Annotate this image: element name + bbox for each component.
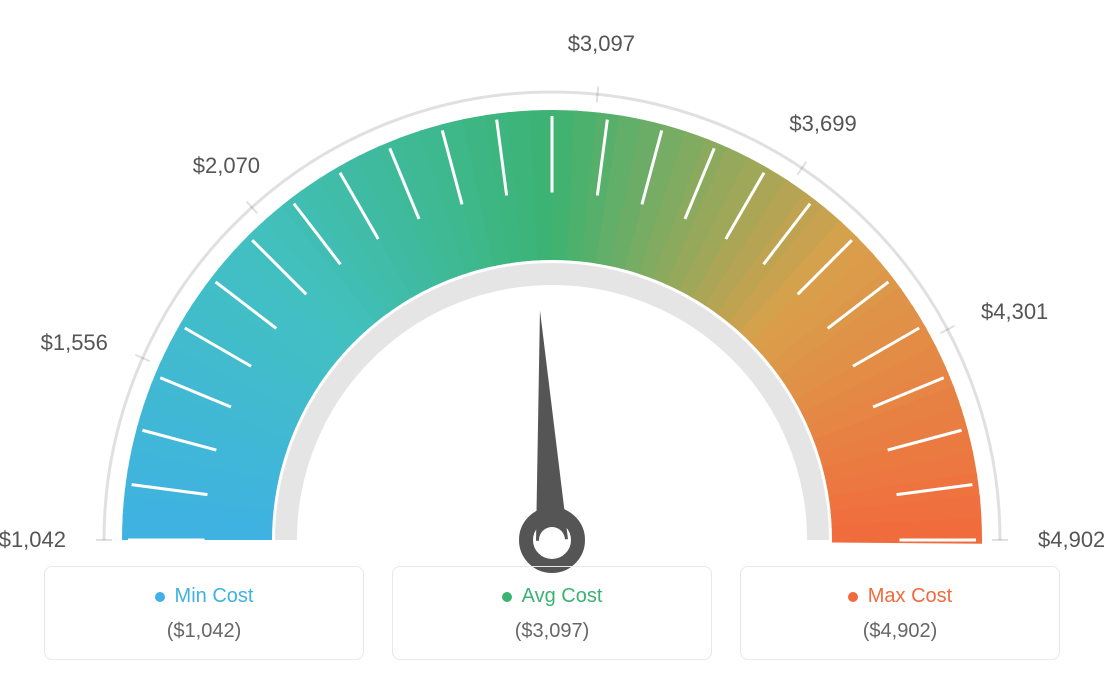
legend-dot-avg (502, 592, 512, 602)
legend-value-avg: ($3,097) (413, 620, 691, 643)
legend-row: Min Cost ($1,042) Avg Cost ($3,097) Max … (0, 566, 1104, 660)
legend-value-max: ($4,902) (761, 620, 1039, 643)
legend-label-min: Min Cost (175, 585, 254, 608)
legend-label-max: Max Cost (868, 585, 952, 608)
legend-title-max: Max Cost (761, 585, 1039, 608)
gauge-tick-label: $1,042 (0, 527, 66, 553)
gauge-tick-label: $2,070 (193, 153, 260, 179)
legend-card-min: Min Cost ($1,042) (44, 566, 364, 660)
legend-dot-min (155, 592, 165, 602)
gauge-chart: $1,042 $1,556 $2,070 $3,097 $3,699 $4,301 $4,9… (0, 0, 1104, 560)
legend-label-avg: Avg Cost (522, 585, 603, 608)
gauge-tick-label: $3,097 (568, 31, 635, 57)
legend-card-max: Max Cost ($4,902) (740, 566, 1060, 660)
gauge-tick-label: $4,301 (981, 299, 1048, 325)
legend-value-min: ($1,042) (65, 620, 343, 643)
legend-card-avg: Avg Cost ($3,097) (392, 566, 712, 660)
gauge-tick-label: $3,699 (789, 111, 856, 137)
legend-title-avg: Avg Cost (413, 585, 691, 608)
legend-dot-max (848, 592, 858, 602)
legend-title-min: Min Cost (65, 585, 343, 608)
gauge-tick-label: $1,556 (41, 330, 108, 356)
gauge-tick-label: $4,902 (1038, 527, 1104, 553)
